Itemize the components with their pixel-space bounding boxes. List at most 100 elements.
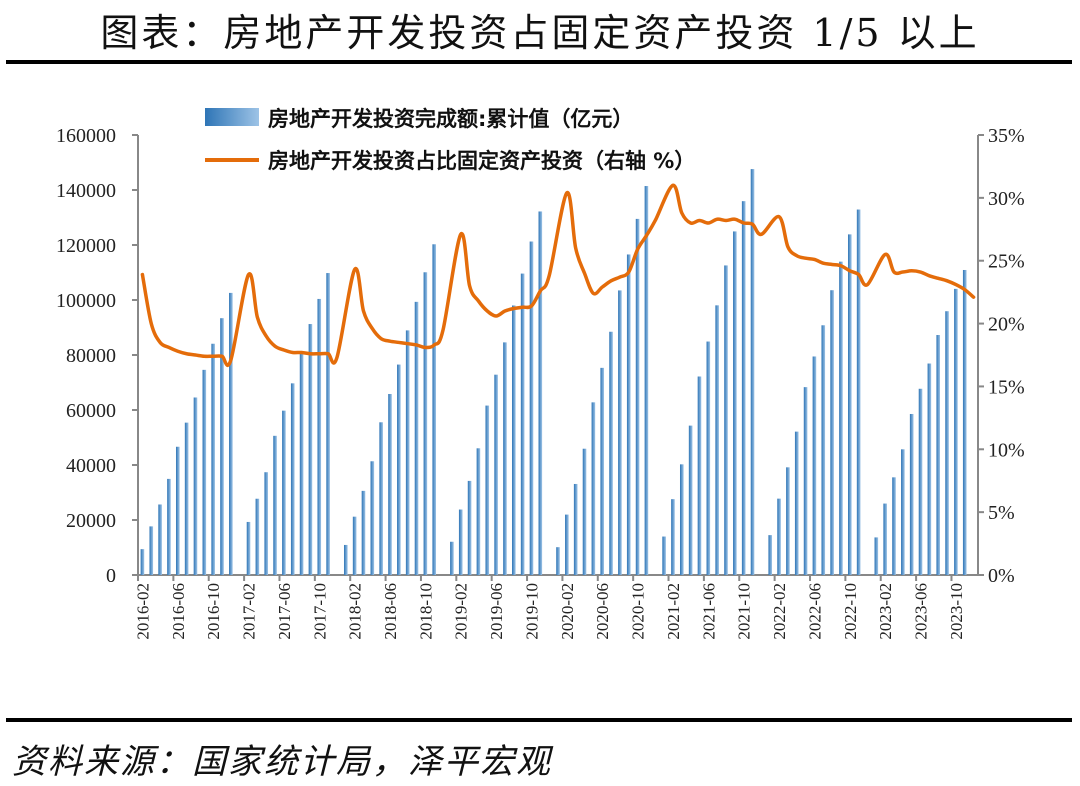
- x-tick-label: 2018-02: [346, 583, 365, 640]
- bar: [264, 472, 269, 575]
- bar: [927, 363, 932, 575]
- x-tick-label: 2017-02: [240, 583, 259, 640]
- bar: [158, 504, 162, 575]
- bar: [830, 290, 834, 575]
- right-tick-label: 15%: [988, 376, 1025, 398]
- bar: [892, 477, 896, 575]
- bar: [423, 272, 428, 575]
- bar: [167, 478, 171, 575]
- bar: [821, 325, 826, 575]
- bar: [600, 367, 605, 575]
- left-tick-label: 40000: [66, 455, 116, 477]
- x-tick-label: 2022-10: [841, 583, 860, 640]
- bar: [874, 537, 879, 575]
- x-tick-label: 2018-10: [416, 583, 435, 640]
- bar: [290, 383, 295, 575]
- source-note: 资料来源：国家统计局，泽平宏观: [12, 742, 552, 782]
- bar: [768, 535, 773, 575]
- left-tick-label: 60000: [66, 400, 116, 422]
- bar: [901, 449, 905, 575]
- bar: [909, 413, 914, 575]
- x-tick-label: 2023-02: [876, 583, 895, 640]
- bar: [361, 490, 366, 575]
- bar: [945, 311, 949, 575]
- left-tick-label: 100000: [56, 290, 116, 312]
- left-tick-label: 0: [106, 565, 116, 587]
- bar: [246, 521, 251, 575]
- right-tick-label: 25%: [988, 251, 1025, 273]
- bar: [520, 273, 525, 575]
- bar: [220, 318, 224, 575]
- bar: [273, 435, 277, 575]
- x-tick-label: 2019-06: [487, 583, 506, 640]
- x-tick-label: 2021-10: [735, 583, 754, 640]
- left-tick-label: 80000: [66, 345, 116, 367]
- legend: 房地产开发投资完成额:累计值（亿元） 房地产开发投资占比固定资产投资（右轴 %）: [205, 107, 695, 173]
- x-tick-label: 2020-02: [558, 583, 577, 640]
- bar: [511, 305, 516, 575]
- bar: [388, 393, 392, 575]
- bar: [936, 335, 941, 575]
- bar: [255, 498, 260, 575]
- bar: [812, 356, 817, 575]
- x-tick-label: 2020-06: [593, 583, 612, 640]
- legend-bar-swatch: [205, 108, 259, 126]
- x-tick-label: 2019-10: [522, 583, 541, 640]
- left-tick-label: 20000: [66, 510, 116, 532]
- bar: [175, 446, 180, 575]
- x-tick-label: 2018-06: [381, 583, 400, 640]
- bar: [856, 209, 861, 575]
- bar: [494, 374, 498, 575]
- bar: [839, 261, 843, 575]
- chart-title: 图表：房地产开发投资占固定资产投资 1/5 以上: [100, 11, 980, 55]
- bar: [467, 480, 472, 575]
- bar: [706, 341, 711, 575]
- legend-bar-label: 房地产开发投资完成额:累计值（亿元）: [268, 107, 633, 131]
- bar: [697, 376, 702, 575]
- bar: [503, 342, 507, 575]
- x-tick-label: 2017-06: [275, 583, 294, 640]
- bar: [485, 405, 490, 575]
- left-tick-label: 120000: [56, 235, 116, 257]
- bar: [343, 544, 348, 575]
- bar: [591, 402, 596, 575]
- bar: [352, 516, 357, 575]
- bar: [202, 369, 207, 575]
- bar: [618, 290, 622, 575]
- right-tick-label: 5%: [988, 502, 1015, 524]
- bar: [777, 498, 781, 575]
- bar: [733, 231, 737, 575]
- combo-chart: 0 20000 40000 60000 80000 100000 120000 140000 1…: [56, 107, 1025, 640]
- bar: [379, 422, 383, 575]
- bar: [688, 425, 693, 575]
- bar: [317, 298, 322, 575]
- x-tick-label: 2021-06: [699, 583, 718, 640]
- bar: [149, 526, 154, 575]
- right-tick-label: 35%: [988, 125, 1025, 147]
- title-divider: [6, 60, 1072, 64]
- left-tick-label: 160000: [56, 125, 116, 147]
- bar: [414, 301, 419, 575]
- bar: [662, 536, 666, 575]
- bar: [626, 254, 631, 575]
- bar: [184, 422, 189, 575]
- right-tick-label: 10%: [988, 439, 1025, 461]
- source-divider: [6, 718, 1072, 722]
- bar: [954, 288, 958, 575]
- x-tick-label: 2023-06: [912, 583, 931, 640]
- x-tick-label: 2016-06: [169, 583, 188, 640]
- bar: [794, 431, 799, 575]
- bar: [962, 269, 967, 575]
- bar: [750, 169, 755, 576]
- x-tick-label: 2022-06: [805, 583, 824, 640]
- bar: [529, 241, 534, 576]
- bar: [193, 397, 198, 575]
- bar: [644, 186, 649, 576]
- bar: [803, 387, 808, 575]
- bar: [538, 211, 543, 576]
- right-tick-label: 30%: [988, 188, 1025, 210]
- left-tick-label: 140000: [56, 180, 116, 202]
- right-tick-label: 20%: [988, 314, 1025, 336]
- x-tick-label: 2019-02: [452, 583, 471, 640]
- bar: [609, 331, 613, 575]
